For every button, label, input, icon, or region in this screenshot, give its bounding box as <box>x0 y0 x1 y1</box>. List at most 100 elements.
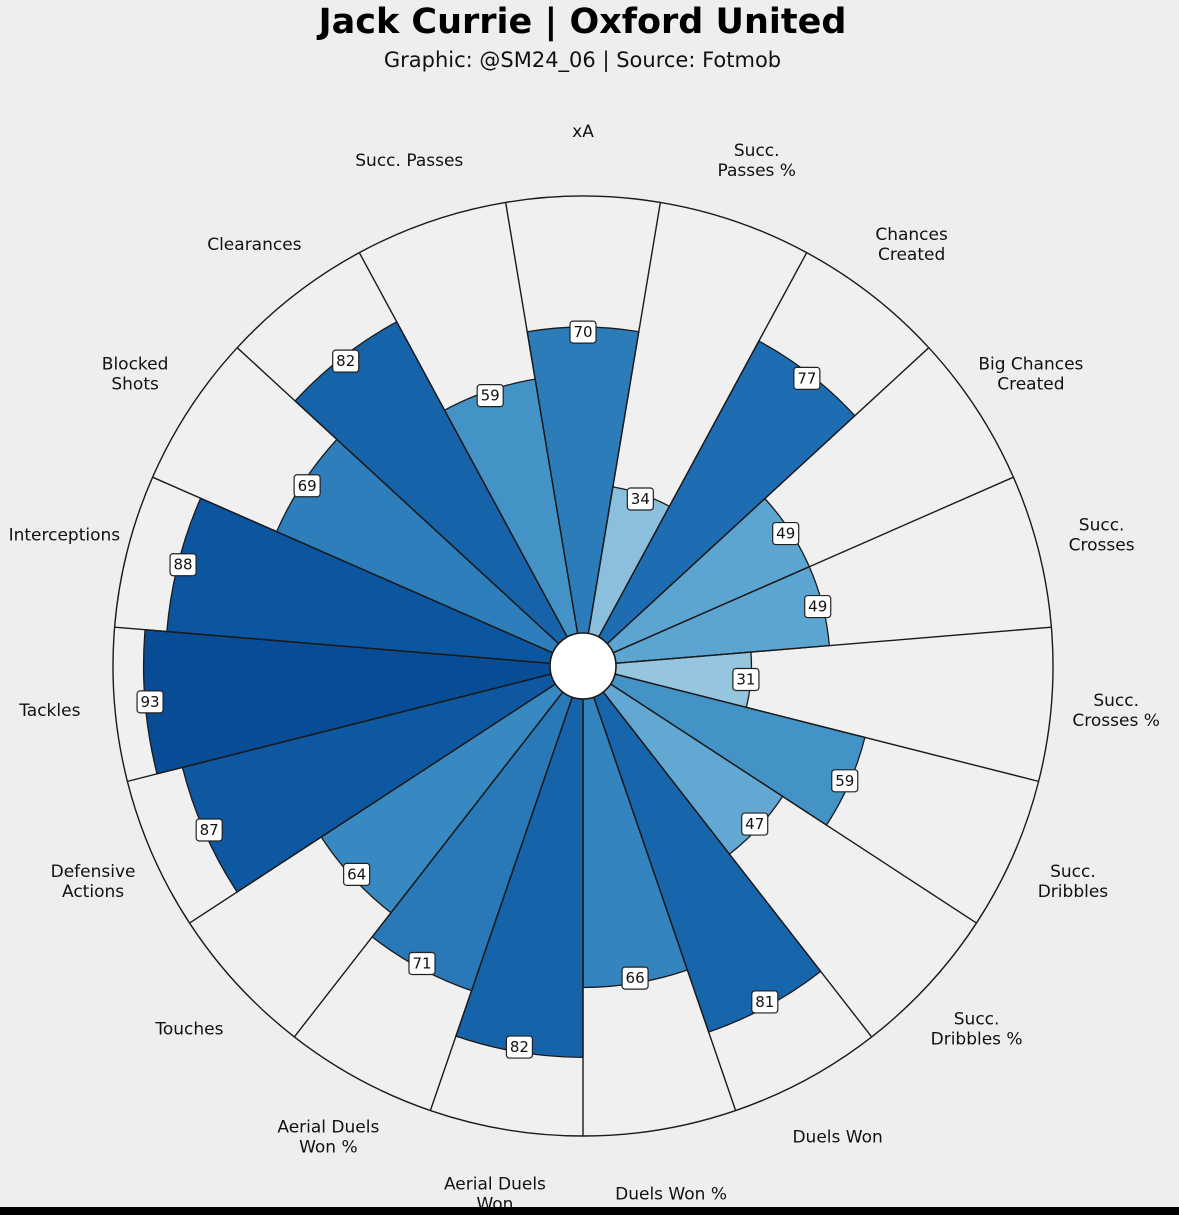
bottom-edge-bar <box>0 1207 1179 1215</box>
value-label: 69 <box>293 474 321 498</box>
value-label: 59 <box>831 769 859 793</box>
slice-outer-arc <box>358 201 506 254</box>
slice-outer-arc <box>1012 476 1053 628</box>
chart-slices <box>142 320 866 1058</box>
category-label: Succ. Passes % <box>717 141 796 181</box>
slice-divider <box>593 696 737 1111</box>
category-label: Interceptions <box>9 526 121 546</box>
svg-text:66: 66 <box>626 969 645 987</box>
slice-outer-arc <box>113 476 154 628</box>
category-label: Tackles <box>18 701 80 721</box>
svg-text:71: 71 <box>412 954 431 972</box>
category-label: Aerial Duels Won % <box>277 1118 379 1158</box>
slice-divider <box>429 696 573 1111</box>
value-label: 64 <box>343 862 371 886</box>
category-label: Touches <box>154 1019 223 1039</box>
svg-text:87: 87 <box>200 821 219 839</box>
slice-divider <box>612 476 1014 654</box>
slice-outer-arc <box>293 1036 431 1112</box>
category-label: xA <box>572 122 594 142</box>
svg-text:47: 47 <box>745 815 764 833</box>
slice-divider <box>114 626 551 664</box>
slice-outer-arc <box>660 201 808 254</box>
value-label: 70 <box>569 320 597 344</box>
slice-divider <box>606 347 930 645</box>
slice-divider <box>504 202 579 634</box>
category-label: Duels Won % <box>615 1185 727 1205</box>
svg-text:82: 82 <box>336 352 355 370</box>
slice-divider <box>587 202 662 634</box>
center-hole <box>549 632 617 700</box>
value-label: 82 <box>332 349 360 373</box>
slice-outer-arc <box>430 1109 584 1137</box>
category-label: Succ. Crosses <box>1069 516 1135 556</box>
value-label: 88 <box>169 553 197 577</box>
category-label: Big Chances Created <box>978 354 1083 394</box>
value-label: 31 <box>732 667 760 692</box>
slice-divider <box>615 626 1052 664</box>
value-label: 71 <box>408 951 436 976</box>
value-label: 47 <box>741 812 769 836</box>
value-label: 77 <box>793 366 821 390</box>
svg-text:31: 31 <box>736 670 755 688</box>
value-label: 87 <box>195 818 223 842</box>
slice-outer-arc <box>188 922 295 1038</box>
slice-outer-arc <box>582 1109 736 1137</box>
slice-divider <box>358 252 568 638</box>
category-label: Succ. Crosses % <box>1072 691 1159 731</box>
svg-text:93: 93 <box>141 693 160 711</box>
value-label: 66 <box>621 966 649 990</box>
slice-outer-arc <box>151 347 238 478</box>
svg-text:64: 64 <box>347 865 366 883</box>
slice-divider <box>189 683 556 924</box>
category-label: Succ. Passes <box>355 151 463 171</box>
category-label: Defensive Actions <box>51 862 136 902</box>
value-label: 34 <box>626 487 654 511</box>
slice-outer-arc <box>236 252 360 349</box>
category-label: Blocked Shots <box>102 354 169 394</box>
category-labels: xA Succ. Passes % Chances Created Big Chances… <box>9 122 1160 1215</box>
category-label: Duels Won <box>792 1128 882 1148</box>
chart-title: Jack Currie | Oxford United <box>318 2 847 42</box>
slice-outer-arc <box>928 347 1015 478</box>
svg-text:49: 49 <box>776 525 795 543</box>
value-label: 49 <box>772 521 800 546</box>
chart-subtitle: Graphic: @SM24_06 | Source: Fotmob <box>383 48 782 72</box>
value-label: 59 <box>476 384 504 408</box>
svg-text:59: 59 <box>481 387 500 405</box>
slice-outer-arc <box>126 781 191 924</box>
slice-outer-arc <box>112 627 129 782</box>
svg-text:59: 59 <box>835 772 854 790</box>
chart-center <box>549 632 617 700</box>
slice-divider <box>610 683 977 924</box>
slice-divider <box>598 252 808 638</box>
slice-outer-arc <box>871 922 978 1038</box>
value-label: 81 <box>751 990 779 1014</box>
svg-text:69: 69 <box>298 477 317 495</box>
value-label: 49 <box>804 594 832 619</box>
slice-divider <box>236 347 560 645</box>
slice-outer-arc <box>806 252 930 349</box>
value-label: 93 <box>136 690 164 714</box>
value-label: 82 <box>505 1035 534 1059</box>
slice-divider <box>602 691 873 1038</box>
svg-text:81: 81 <box>755 993 774 1011</box>
slice-divider <box>614 673 1039 783</box>
category-label: Chances Created <box>875 225 948 265</box>
svg-text:34: 34 <box>631 490 650 508</box>
slice-divider <box>127 673 552 783</box>
category-label: Succ. Dribbles <box>1038 862 1109 902</box>
slice-outer-arc <box>975 781 1040 924</box>
slice-divider <box>293 691 564 1038</box>
svg-text:49: 49 <box>808 598 827 616</box>
value-labels: 70 34 77 49 49 31 59 47 81 66 82 71 64 87 93 88 69 82 59 <box>136 320 859 1059</box>
svg-text:88: 88 <box>174 556 193 574</box>
svg-text:70: 70 <box>573 323 592 341</box>
slice-outer-arc <box>1037 627 1054 782</box>
svg-text:77: 77 <box>797 369 816 387</box>
slice-divider <box>152 476 554 654</box>
category-label: Succ. Dribbles % <box>931 1009 1023 1049</box>
svg-text:82: 82 <box>510 1038 529 1056</box>
slice-outer-arc <box>505 195 661 204</box>
